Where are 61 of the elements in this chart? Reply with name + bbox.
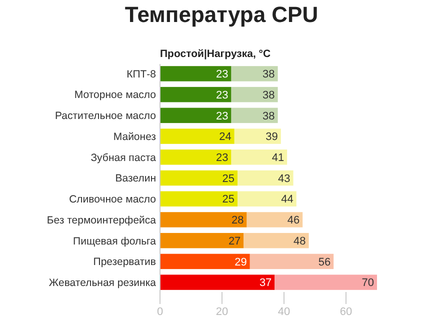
- data-label: 27: [228, 235, 241, 248]
- bar: [238, 191, 296, 206]
- y-tick-label: Презерватив: [93, 256, 156, 268]
- total-label: 46: [287, 214, 300, 227]
- total-label: 38: [262, 89, 275, 102]
- y-tick-label: Жевательная резинка: [48, 276, 156, 289]
- bar: [238, 170, 294, 186]
- bar: [160, 191, 238, 206]
- y-tick-label: Моторное масло: [74, 89, 156, 102]
- data-label: 23: [216, 152, 228, 164]
- total-label: 43: [278, 172, 290, 185]
- bar: [244, 232, 309, 248]
- total-label: 56: [318, 256, 331, 268]
- y-tick-label: Без термоинтерфейса: [46, 214, 156, 226]
- bar: [160, 128, 234, 144]
- bar: [160, 66, 232, 82]
- data-label: 25: [222, 194, 234, 206]
- data-label: 23: [216, 89, 228, 102]
- bar: [231, 66, 278, 82]
- total-label: 44: [281, 194, 294, 206]
- bar: [160, 108, 232, 124]
- x-tick-label: 60: [340, 306, 352, 318]
- bar: [250, 254, 334, 270]
- x-tick-label: 20: [216, 306, 228, 318]
- total-label: 41: [272, 152, 284, 164]
- bar: [160, 254, 250, 270]
- y-tick-label: Зубная паста: [90, 152, 156, 164]
- y-tick-label: Сливочное масло: [69, 194, 156, 206]
- bar: [160, 232, 244, 248]
- x-tick-label: 40: [278, 306, 290, 318]
- bar: [231, 86, 278, 102]
- y-tick-label: Растительное масло: [55, 110, 156, 122]
- data-label: 25: [222, 172, 234, 185]
- data-label: 28: [232, 214, 244, 227]
- data-label: 24: [219, 131, 232, 144]
- bar: [160, 86, 232, 102]
- bar: [160, 212, 247, 228]
- total-label: 48: [294, 235, 306, 248]
- chart-subtitle: Простой|Нагрузка, °C: [160, 48, 272, 60]
- x-tick-label: 0: [156, 306, 164, 318]
- data-label: 23: [216, 68, 228, 81]
- y-tick-label: Пищевая фольга: [73, 235, 156, 248]
- y-tick-label: КПТ-8: [126, 68, 156, 80]
- total-label: 38: [262, 68, 275, 81]
- data-label: 37: [259, 277, 272, 290]
- y-tick-label: Вазелин: [115, 172, 156, 185]
- data-label: 29: [234, 256, 247, 268]
- data-label: 23: [216, 110, 228, 122]
- bar: [246, 212, 303, 228]
- chart-title: Температура CPU: [124, 2, 318, 27]
- bar: [231, 108, 278, 124]
- total-label: 39: [266, 131, 278, 144]
- bar: [274, 274, 377, 290]
- total-label: 38: [262, 110, 275, 122]
- bar: [234, 128, 281, 144]
- bar: [160, 274, 275, 290]
- bar: [160, 150, 232, 165]
- bar: [160, 170, 238, 186]
- bar: [231, 150, 288, 165]
- y-tick-label: Майонез: [113, 130, 156, 143]
- total-label: 70: [362, 277, 374, 290]
